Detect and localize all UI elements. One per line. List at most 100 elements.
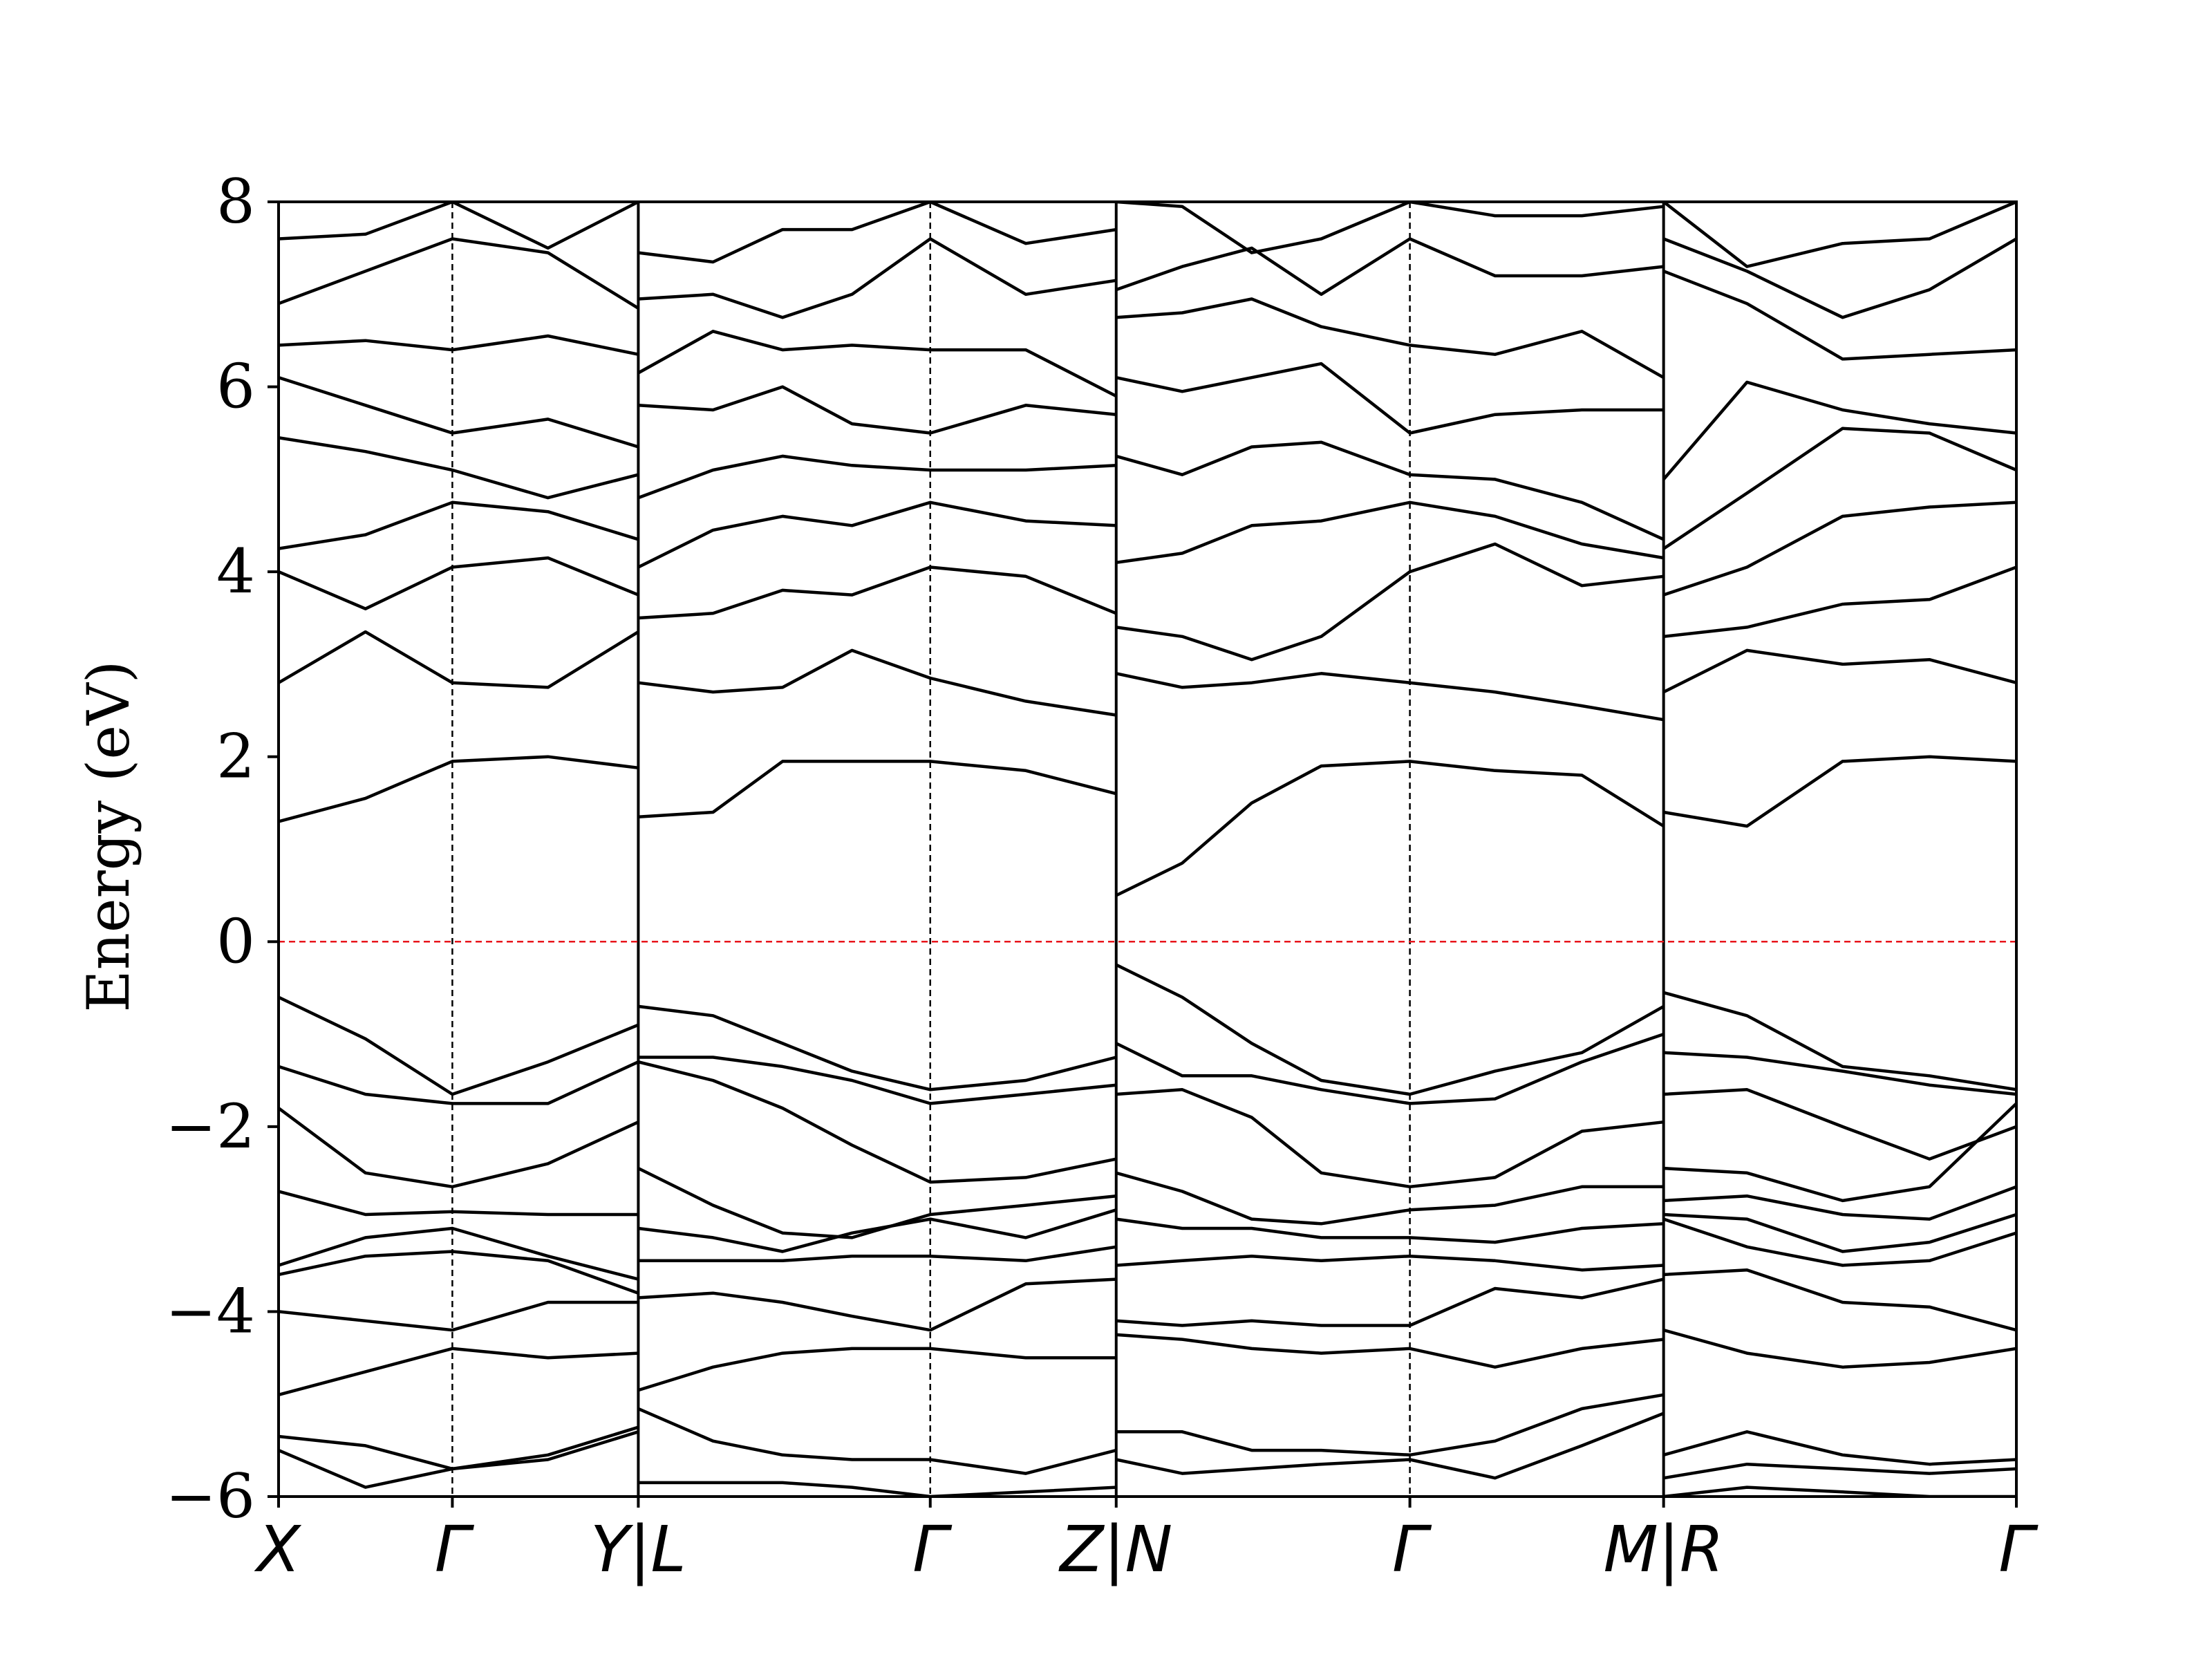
band-line-seg3-7 xyxy=(1116,1171,1664,1226)
band-line-seg4-16 xyxy=(1662,500,2016,597)
band-line-seg2-13 xyxy=(638,565,1117,620)
band-line-seg3-16 xyxy=(1116,362,1664,435)
band-line-seg1-17 xyxy=(279,334,639,356)
band-line-seg2-4 xyxy=(638,1277,1116,1332)
band-line-seg1-12 xyxy=(279,630,639,689)
band-line-seg4-15 xyxy=(1663,565,2016,639)
band-line-seg3-15 xyxy=(1116,440,1665,541)
band-line-seg4-11 xyxy=(1663,1051,2016,1096)
vertical-lines-group xyxy=(451,202,1665,1497)
band-line-seg3-19 xyxy=(1116,202,1664,254)
band-line-seg4-18 xyxy=(1662,380,2016,480)
band-line-seg1-14 xyxy=(279,500,639,550)
band-line-seg2-15 xyxy=(637,454,1116,500)
band-line-seg3-18 xyxy=(1115,237,1664,297)
band-line-seg1-5 xyxy=(279,1250,639,1295)
band-line-seg1-10 xyxy=(279,995,639,1096)
band-line-seg3-8 xyxy=(1116,1088,1664,1189)
y-tick-label: 4 xyxy=(216,536,255,607)
band-line-seg2-3 xyxy=(637,1347,1116,1392)
y-tick-label: 8 xyxy=(216,166,255,237)
band-line-seg3-12 xyxy=(1116,672,1665,722)
x-ticks-group: X Γ Y|L Γ Z|N Γ M|R Γ xyxy=(254,1497,2038,1586)
band-line-seg2-9 xyxy=(638,1056,1116,1105)
band-line-seg3-1 xyxy=(1116,1412,1665,1480)
band-line-seg1-7 xyxy=(279,1190,639,1217)
band-line-seg4-14 xyxy=(1662,648,2016,694)
y-axis-label: Energy (eV) xyxy=(75,660,142,1012)
band-line-seg1-3 xyxy=(279,1347,639,1396)
band-line-seg4-12 xyxy=(1663,991,2016,1091)
band-line-seg4-20 xyxy=(1662,237,2016,319)
band-line-seg1-1 xyxy=(279,1430,639,1489)
band-line-seg3-17 xyxy=(1116,297,1665,379)
band-line-seg2-18 xyxy=(638,237,1117,319)
band-line-seg2-14 xyxy=(637,500,1116,569)
band-line-seg4-9 xyxy=(1663,1102,2016,1203)
x-tick-label: Γ xyxy=(1392,1512,1432,1586)
band-line-seg1-13 xyxy=(279,556,639,610)
band-line-seg1-6 xyxy=(279,1226,639,1281)
y-tick-label: −4 xyxy=(165,1275,255,1347)
band-line-seg3-13 xyxy=(1116,542,1664,662)
x-tick-label: Z|N xyxy=(1058,1512,1172,1586)
band-line-seg3-14 xyxy=(1116,500,1665,565)
band-line-seg2-7 xyxy=(637,1167,1116,1239)
band-line-seg3-10 xyxy=(1115,963,1665,1096)
band-line-seg4-4 xyxy=(1663,1329,2016,1369)
band-line-seg2-12 xyxy=(638,648,1117,717)
band-line-seg1-15 xyxy=(279,435,639,500)
band-line-seg3-9 xyxy=(1115,1032,1665,1105)
plot-frame xyxy=(277,200,2018,1498)
y-tick-label: 2 xyxy=(216,721,255,792)
band-line-seg3-11 xyxy=(1115,760,1665,897)
y-tick-label: −6 xyxy=(165,1461,255,1532)
band-line-seg4-19 xyxy=(1662,270,2016,361)
x-tick-label: Γ xyxy=(1998,1512,2038,1586)
band-line-seg2-5 xyxy=(638,1245,1117,1263)
band-line-seg2-16 xyxy=(638,385,1116,435)
x-tick-label: Y|L xyxy=(590,1512,686,1586)
band-line-seg4-13 xyxy=(1663,755,2016,828)
band-line-seg2-8 xyxy=(637,1060,1117,1184)
x-tick-label: M|R xyxy=(1604,1512,1724,1586)
y-ticks-group: 8 6 4 2 0 −2 −4 −6 xyxy=(165,166,279,1532)
band-line-seg2-1 xyxy=(638,1481,1116,1497)
band-line-seg4-1 xyxy=(1663,1485,2016,1497)
band-line-seg4-21 xyxy=(1662,202,2016,268)
band-line-seg4-5 xyxy=(1663,1268,2016,1332)
band-line-seg4-8 xyxy=(1663,1185,2016,1221)
band-line-seg3-3 xyxy=(1116,1333,1664,1369)
y-tick-label: 6 xyxy=(216,351,255,422)
band-line-seg1-11 xyxy=(279,755,639,823)
band-line-seg1-8 xyxy=(279,1107,639,1189)
bands-group xyxy=(279,202,2016,1497)
band-line-seg2-10 xyxy=(638,1004,1117,1091)
y-tick-label: 0 xyxy=(216,906,255,977)
x-tick-label: X xyxy=(254,1512,301,1586)
band-line-seg4-17 xyxy=(1662,427,2016,550)
band-line-seg3-2 xyxy=(1116,1393,1665,1457)
band-line-seg2-19 xyxy=(638,202,1117,264)
band-line-seg2-17 xyxy=(637,330,1117,398)
band-line-seg1-16 xyxy=(279,376,639,449)
band-line-seg4-10 xyxy=(1663,1088,2016,1161)
band-line-seg4-7 xyxy=(1663,1212,2016,1253)
band-line-seg1-4 xyxy=(279,1300,639,1332)
band-line-seg2-11 xyxy=(638,760,1117,818)
band-line-seg2-2 xyxy=(637,1407,1117,1475)
band-line-seg1-19 xyxy=(279,202,639,250)
band-line-seg1-18 xyxy=(279,237,639,310)
band-line-seg4-2 xyxy=(1663,1462,2016,1480)
x-tick-label: Γ xyxy=(912,1512,953,1586)
band-line-seg3-4 xyxy=(1116,1277,1665,1327)
y-tick-label: −2 xyxy=(165,1091,255,1162)
band-line-seg4-3 xyxy=(1663,1430,2016,1466)
band-line-seg2-6 xyxy=(638,1208,1117,1253)
band-line-seg1-9 xyxy=(279,1060,639,1105)
band-line-seg4-6 xyxy=(1662,1217,2016,1267)
band-line-seg3-6 xyxy=(1116,1217,1664,1244)
x-tick-label: Γ xyxy=(435,1512,475,1586)
band-line-seg3-5 xyxy=(1116,1254,1664,1272)
